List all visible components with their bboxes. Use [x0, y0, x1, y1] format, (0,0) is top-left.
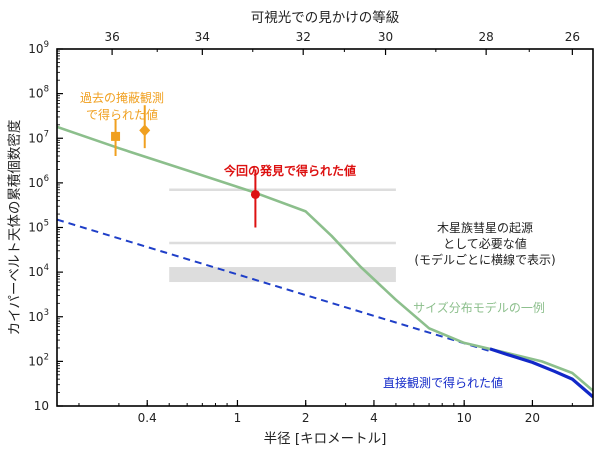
x-tick-label-3: 4 — [370, 411, 378, 425]
range-band — [169, 267, 396, 283]
y-tick-label-8: 109 — [28, 40, 49, 56]
annotation-required-1: として必要な値 — [443, 236, 527, 251]
y-tick-label-4: 105 — [28, 219, 49, 235]
y-tick-label-5: 106 — [28, 174, 49, 190]
x-tick-label-1: 1 — [234, 411, 242, 425]
top-tick-label-4: 28 — [479, 30, 494, 44]
top-tick-label-2: 32 — [296, 30, 311, 44]
top-tick-label-0: 36 — [104, 30, 119, 44]
x-tick-label-2: 2 — [302, 411, 310, 425]
annotation-current-0: 今回の発見で得られた値 — [223, 163, 356, 178]
y-axis-title: カイパーベルト天体の累積個数密度 — [6, 120, 23, 336]
y-tick-label-2: 103 — [28, 308, 49, 324]
y-tick-label-0: 10 — [34, 399, 49, 413]
top-tick-label-1: 34 — [195, 30, 210, 44]
annotation-required-0: 木星族彗星の起源 — [437, 221, 533, 235]
x-tick-label-4: 10 — [457, 411, 472, 425]
y-tick-label-7: 108 — [28, 85, 49, 101]
this-discovery-marker — [250, 189, 260, 199]
y-tick-label-6: 107 — [28, 129, 49, 145]
annotation-past-0: 過去の掩蔽観測 — [80, 91, 164, 105]
x-tick-label-5: 20 — [525, 411, 540, 425]
top-axis-title: 可視光での見かけの等級 — [251, 9, 400, 26]
y-tick-label-3: 104 — [28, 263, 49, 279]
series-size-distribution-model — [57, 125, 593, 392]
x-axis-title: 半径 [キロメートル] — [264, 431, 387, 447]
y-tick-label-1: 102 — [28, 352, 49, 368]
series-direct-observation — [489, 347, 593, 399]
series-power-law-extension — [57, 218, 491, 353]
annotation-required-2: (モデルごとに横線で表示) — [414, 252, 555, 267]
x-tick-label-0: 0.4 — [138, 411, 157, 425]
annotation-past-1: で得られた値 — [86, 107, 158, 122]
annotation-observed-0: 直接観測で得られた値 — [383, 375, 503, 390]
past-occultation-2-marker — [139, 124, 151, 137]
top-tick-label-5: 26 — [565, 30, 580, 44]
past-occultation-1-marker — [111, 131, 121, 141]
annotation-model-0: サイズ分布モデルの一例 — [413, 300, 545, 315]
top-tick-label-3: 30 — [378, 30, 393, 44]
